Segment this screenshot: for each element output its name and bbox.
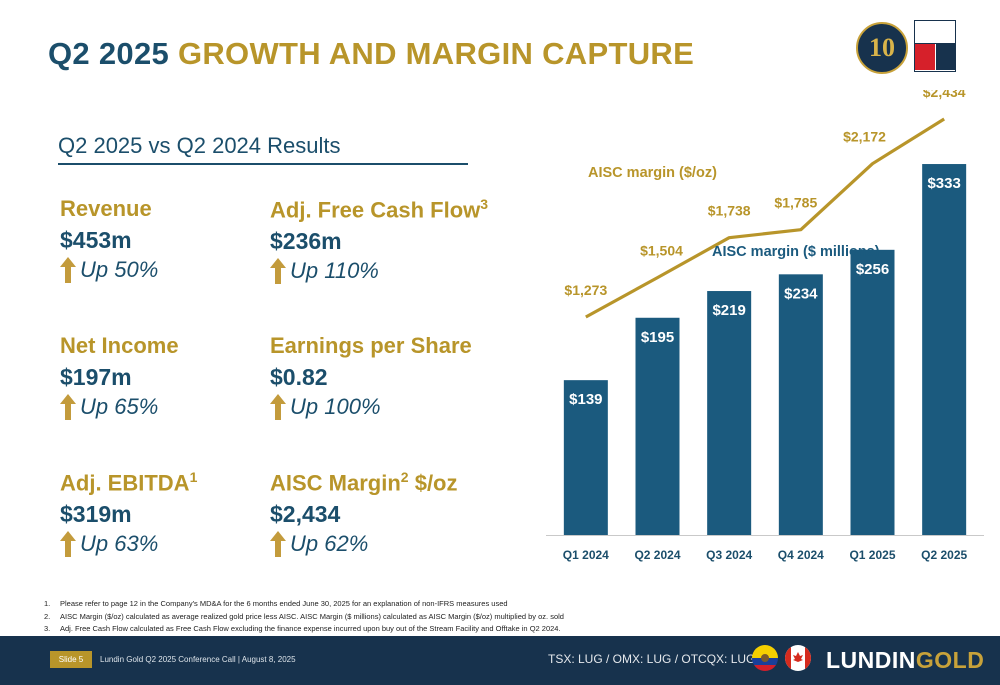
metric-label: Net Income <box>60 333 179 358</box>
bar <box>635 317 680 535</box>
up-arrow-icon <box>270 258 286 285</box>
footnote-1: 1. Please refer to page 12 in the Company… <box>44 599 508 608</box>
slide-number: Slide 5 <box>50 651 92 668</box>
footnotes: 1. Please refer to page 12 in the Company… <box>44 598 564 636</box>
bar <box>922 164 967 535</box>
footer-bar <box>0 636 1000 685</box>
results-subtitle: Q2 2025 vs Q2 2024 Results <box>58 133 341 158</box>
x-tick-label: Q3 2024 <box>706 548 752 562</box>
metric-value: $2,434 <box>270 501 341 528</box>
metric-change: Up 100% <box>270 394 500 420</box>
metric-label: Revenue <box>60 196 152 221</box>
metric-change: Up 63% <box>60 531 290 558</box>
bar-value-label: $195 <box>641 329 674 346</box>
series-label-millions: AISC margin ($ millions) <box>712 244 880 260</box>
metric-card: Adj. Free Cash Flow3 $236m Up 110% <box>270 196 500 285</box>
metric-value: $319m <box>60 501 132 528</box>
metric-value: $197m <box>60 364 132 390</box>
line-value-label: $2,172 <box>843 129 886 145</box>
footnote-2: 2. AISC Margin ($/oz) calculated as avera… <box>44 611 564 621</box>
page-title: Q2 2025 GROWTH AND MARGIN CAPTURE <box>48 36 694 72</box>
metric-card: AISC Margin2 $/oz $2,434 Up 62% <box>270 469 500 558</box>
lundin-gold-logo: LUNDINGOLD <box>826 647 985 673</box>
metric-card: Earnings per Share $0.82 Up 100% <box>270 333 500 420</box>
line-value-label: $1,738 <box>708 203 751 219</box>
x-tick-label: Q2 2024 <box>634 548 680 562</box>
metric-change: Up 110% <box>270 258 500 285</box>
anniversary-logo: 10 <box>856 22 908 74</box>
ticker-symbols: TSX: LUG / OMX: LUG / OTCQX: LUGDF <box>548 652 772 666</box>
x-tick-label: Q2 2025 <box>921 548 967 562</box>
footnote-ref: 1 <box>189 469 198 485</box>
bar <box>707 291 752 535</box>
bar-value-label: $219 <box>712 302 745 319</box>
metric-value: $453m <box>60 227 132 253</box>
title-part2: GROWTH AND MARGIN CAPTURE <box>177 36 695 71</box>
metric-label: Adj. EBITDA1 <box>60 469 198 496</box>
line-value-label: $1,785 <box>774 195 817 211</box>
line-value-label: $1,273 <box>564 282 607 298</box>
bar-value-label: $234 <box>784 285 818 302</box>
bar <box>850 249 895 536</box>
up-arrow-icon <box>270 531 286 558</box>
aisc-oz-line <box>585 117 946 319</box>
line-value-label: $1,504 <box>640 243 683 259</box>
series-label-oz: AISC margin ($/oz) <box>588 165 717 181</box>
bar-value-label: $139 <box>569 391 602 408</box>
title-part1: Q2 2025 <box>48 36 170 71</box>
up-arrow-icon <box>270 394 286 420</box>
metric-label: AISC Margin2 $/oz <box>270 469 458 496</box>
footnote-ref: 3 <box>480 196 489 212</box>
footnote-3: 3. Adj. Free Cash Flow calculated as Free… <box>44 624 561 633</box>
aisc-margin-chart: $139 Q1 2024 $195 Q2 2024 $219 Q3 2024 $234 Q4 … <box>546 90 984 562</box>
bar-value-label: $333 <box>927 175 960 192</box>
metric-value: $236m <box>270 228 342 255</box>
canada-flag-icon <box>785 645 811 671</box>
bar <box>563 380 608 535</box>
x-tick-label: Q4 2024 <box>778 548 824 562</box>
metric-change: Up 62% <box>270 531 500 558</box>
metric-change: Up 65% <box>60 394 290 420</box>
metric-change: Up 50% <box>60 257 290 283</box>
up-arrow-icon <box>60 531 76 558</box>
metric-label: Adj. Free Cash Flow3 <box>270 196 489 223</box>
bar-value-label: $256 <box>856 261 889 278</box>
footnote-ref: 2 <box>400 469 409 485</box>
metric-value: $0.82 <box>270 364 328 390</box>
subtitle-underline <box>58 163 468 165</box>
bar <box>778 274 823 535</box>
x-tick-label: Q1 2025 <box>849 548 895 562</box>
up-arrow-icon <box>60 394 76 420</box>
up-arrow-icon <box>60 257 76 283</box>
event-caption: Lundin Gold Q2 2025 Conference Call | Au… <box>100 655 296 664</box>
great-place-to-work-badge-icon <box>914 20 956 72</box>
metric-card: Adj. EBITDA1 $319m Up 63% <box>60 469 290 558</box>
x-tick-label: Q1 2024 <box>563 548 609 562</box>
metric-card: Net Income $197m Up 65% <box>60 333 290 420</box>
line-value-label: $2,434 <box>923 90 966 100</box>
metric-card: Revenue $453m Up 50% <box>60 196 290 283</box>
metric-label: Earnings per Share <box>270 333 472 358</box>
ecuador-flag-icon <box>752 645 778 671</box>
